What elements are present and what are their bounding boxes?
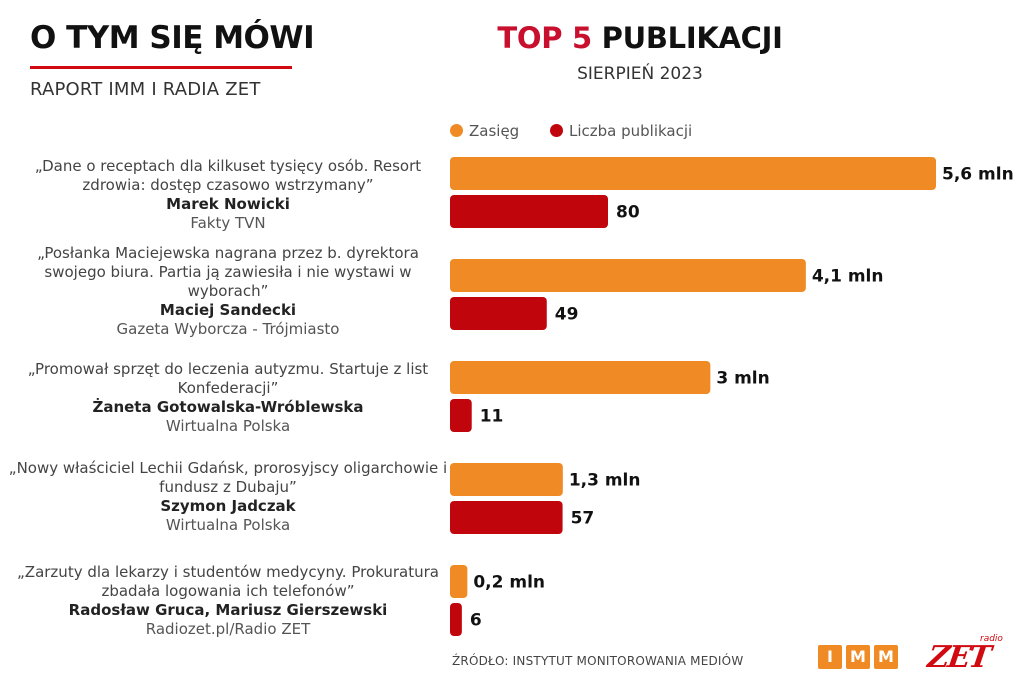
- imm-logo-letter: I: [818, 645, 842, 669]
- publication-source: Wirtualna Polska: [165, 516, 291, 534]
- count-value-label: 49: [555, 305, 579, 325]
- chart-title: TOP 5 PUBLIKACJI: [450, 20, 830, 56]
- publication-labels: „Dane o receptach dla kilkuset tysięcy o…: [0, 0, 450, 683]
- publication-author: Marek Nowicki: [166, 195, 290, 213]
- chart-title-rest: PUBLIKACJI: [601, 21, 783, 55]
- publication-quote: „Dane o receptach dla kilkuset tysięcy o…: [34, 157, 422, 194]
- legend-item-reach: Zasięg: [450, 122, 519, 140]
- publication-source: Radiozet.pl/Radio ZET: [145, 620, 311, 638]
- reach-value-label: 5,6 mln: [942, 165, 1014, 185]
- publication-entry: „Posłanka Maciejewska nagrana przez b. d…: [8, 244, 448, 339]
- publication-quote: „Zarzuty dla lekarzy i studentów medycyn…: [17, 563, 439, 600]
- publication-source: Wirtualna Polska: [165, 417, 291, 435]
- page-title: O TYM SIĘ MÓWI: [30, 20, 315, 56]
- radio-zet-logo-brand: ZET: [925, 640, 992, 675]
- count-value-label: 11: [480, 407, 504, 427]
- reach-bar: [450, 565, 468, 598]
- title-underline: [30, 66, 292, 69]
- count-value-label: 80: [616, 203, 640, 223]
- publication-quote: „Nowy właściciel Lechii Gdańsk, prorosyj…: [8, 459, 448, 496]
- count-value-label: 6: [470, 611, 482, 631]
- reach-value-label: 0,2 mln: [473, 573, 545, 593]
- count-bar: [450, 399, 472, 432]
- legend-dot-count: [549, 124, 563, 137]
- count-bar: [450, 501, 563, 534]
- report-header: O TYM SIĘ MÓWI RAPORT IMM I RADIA ZET: [30, 18, 315, 100]
- count-bar: [450, 297, 547, 330]
- chart-period: SIERPIEŃ 2023: [577, 64, 703, 84]
- chart-title-top: TOP 5: [497, 21, 592, 55]
- publication-source: Gazeta Wyborcza - Trójmiasto: [116, 320, 340, 338]
- count-bar: [450, 603, 462, 636]
- publication-author: Szymon Jadczak: [160, 497, 296, 515]
- chart-header: TOP 5 PUBLIKACJI SIERPIEŃ 2023: [450, 20, 830, 84]
- reach-bar: [450, 259, 806, 292]
- legend-label-reach: Zasięg: [469, 122, 520, 140]
- reach-value-label: 1,3 mln: [569, 471, 641, 491]
- publication-entry: „Zarzuty dla lekarzy i studentów medycyn…: [8, 563, 448, 639]
- publication-entry: „Nowy właściciel Lechii Gdańsk, prorosyj…: [8, 459, 448, 535]
- publication-author: Żaneta Gotowalska-Wróblewska: [92, 398, 364, 416]
- publication-quote: „Promował sprzęt do leczenia autyzmu. St…: [27, 360, 429, 397]
- publication-source: Fakty TVN: [190, 214, 266, 232]
- chart-legend: Zasięg Liczba publikacji: [450, 122, 718, 140]
- reach-bar: [450, 463, 563, 496]
- publication-author: Maciej Sandecki: [159, 301, 297, 319]
- reach-value-label: 3 mln: [716, 369, 769, 389]
- reach-bar: [450, 361, 711, 394]
- publication-author: Radosław Gruca, Mariusz Gierszewski: [68, 601, 388, 619]
- legend-dot-reach: [450, 124, 463, 137]
- imm-logo-letter: M: [846, 645, 870, 669]
- radio-zet-logo-small: radio: [980, 634, 1003, 644]
- legend-label-count: Liczba publikacji: [568, 122, 693, 140]
- radio-zet-logo: radio ZET: [925, 634, 1004, 675]
- count-value-label: 57: [571, 509, 595, 529]
- count-bar: [450, 195, 608, 228]
- imm-logo-letter: M: [874, 645, 898, 669]
- report-subtitle: RAPORT IMM I RADIA ZET: [30, 79, 261, 100]
- publication-entry: „Promował sprzęt do leczenia autyzmu. St…: [8, 360, 448, 436]
- reach-bar: [450, 157, 936, 190]
- reach-value-label: 4,1 mln: [812, 267, 884, 287]
- source-note: ŹRÓDŁO: INSTYTUT MONITOROWANIA MEDIÓW: [452, 654, 744, 668]
- legend-item-count: Liczba publikacji: [549, 122, 693, 140]
- publication-quote: „Posłanka Maciejewska nagrana przez b. d…: [37, 244, 419, 300]
- publication-entry: „Dane o receptach dla kilkuset tysięcy o…: [8, 157, 448, 233]
